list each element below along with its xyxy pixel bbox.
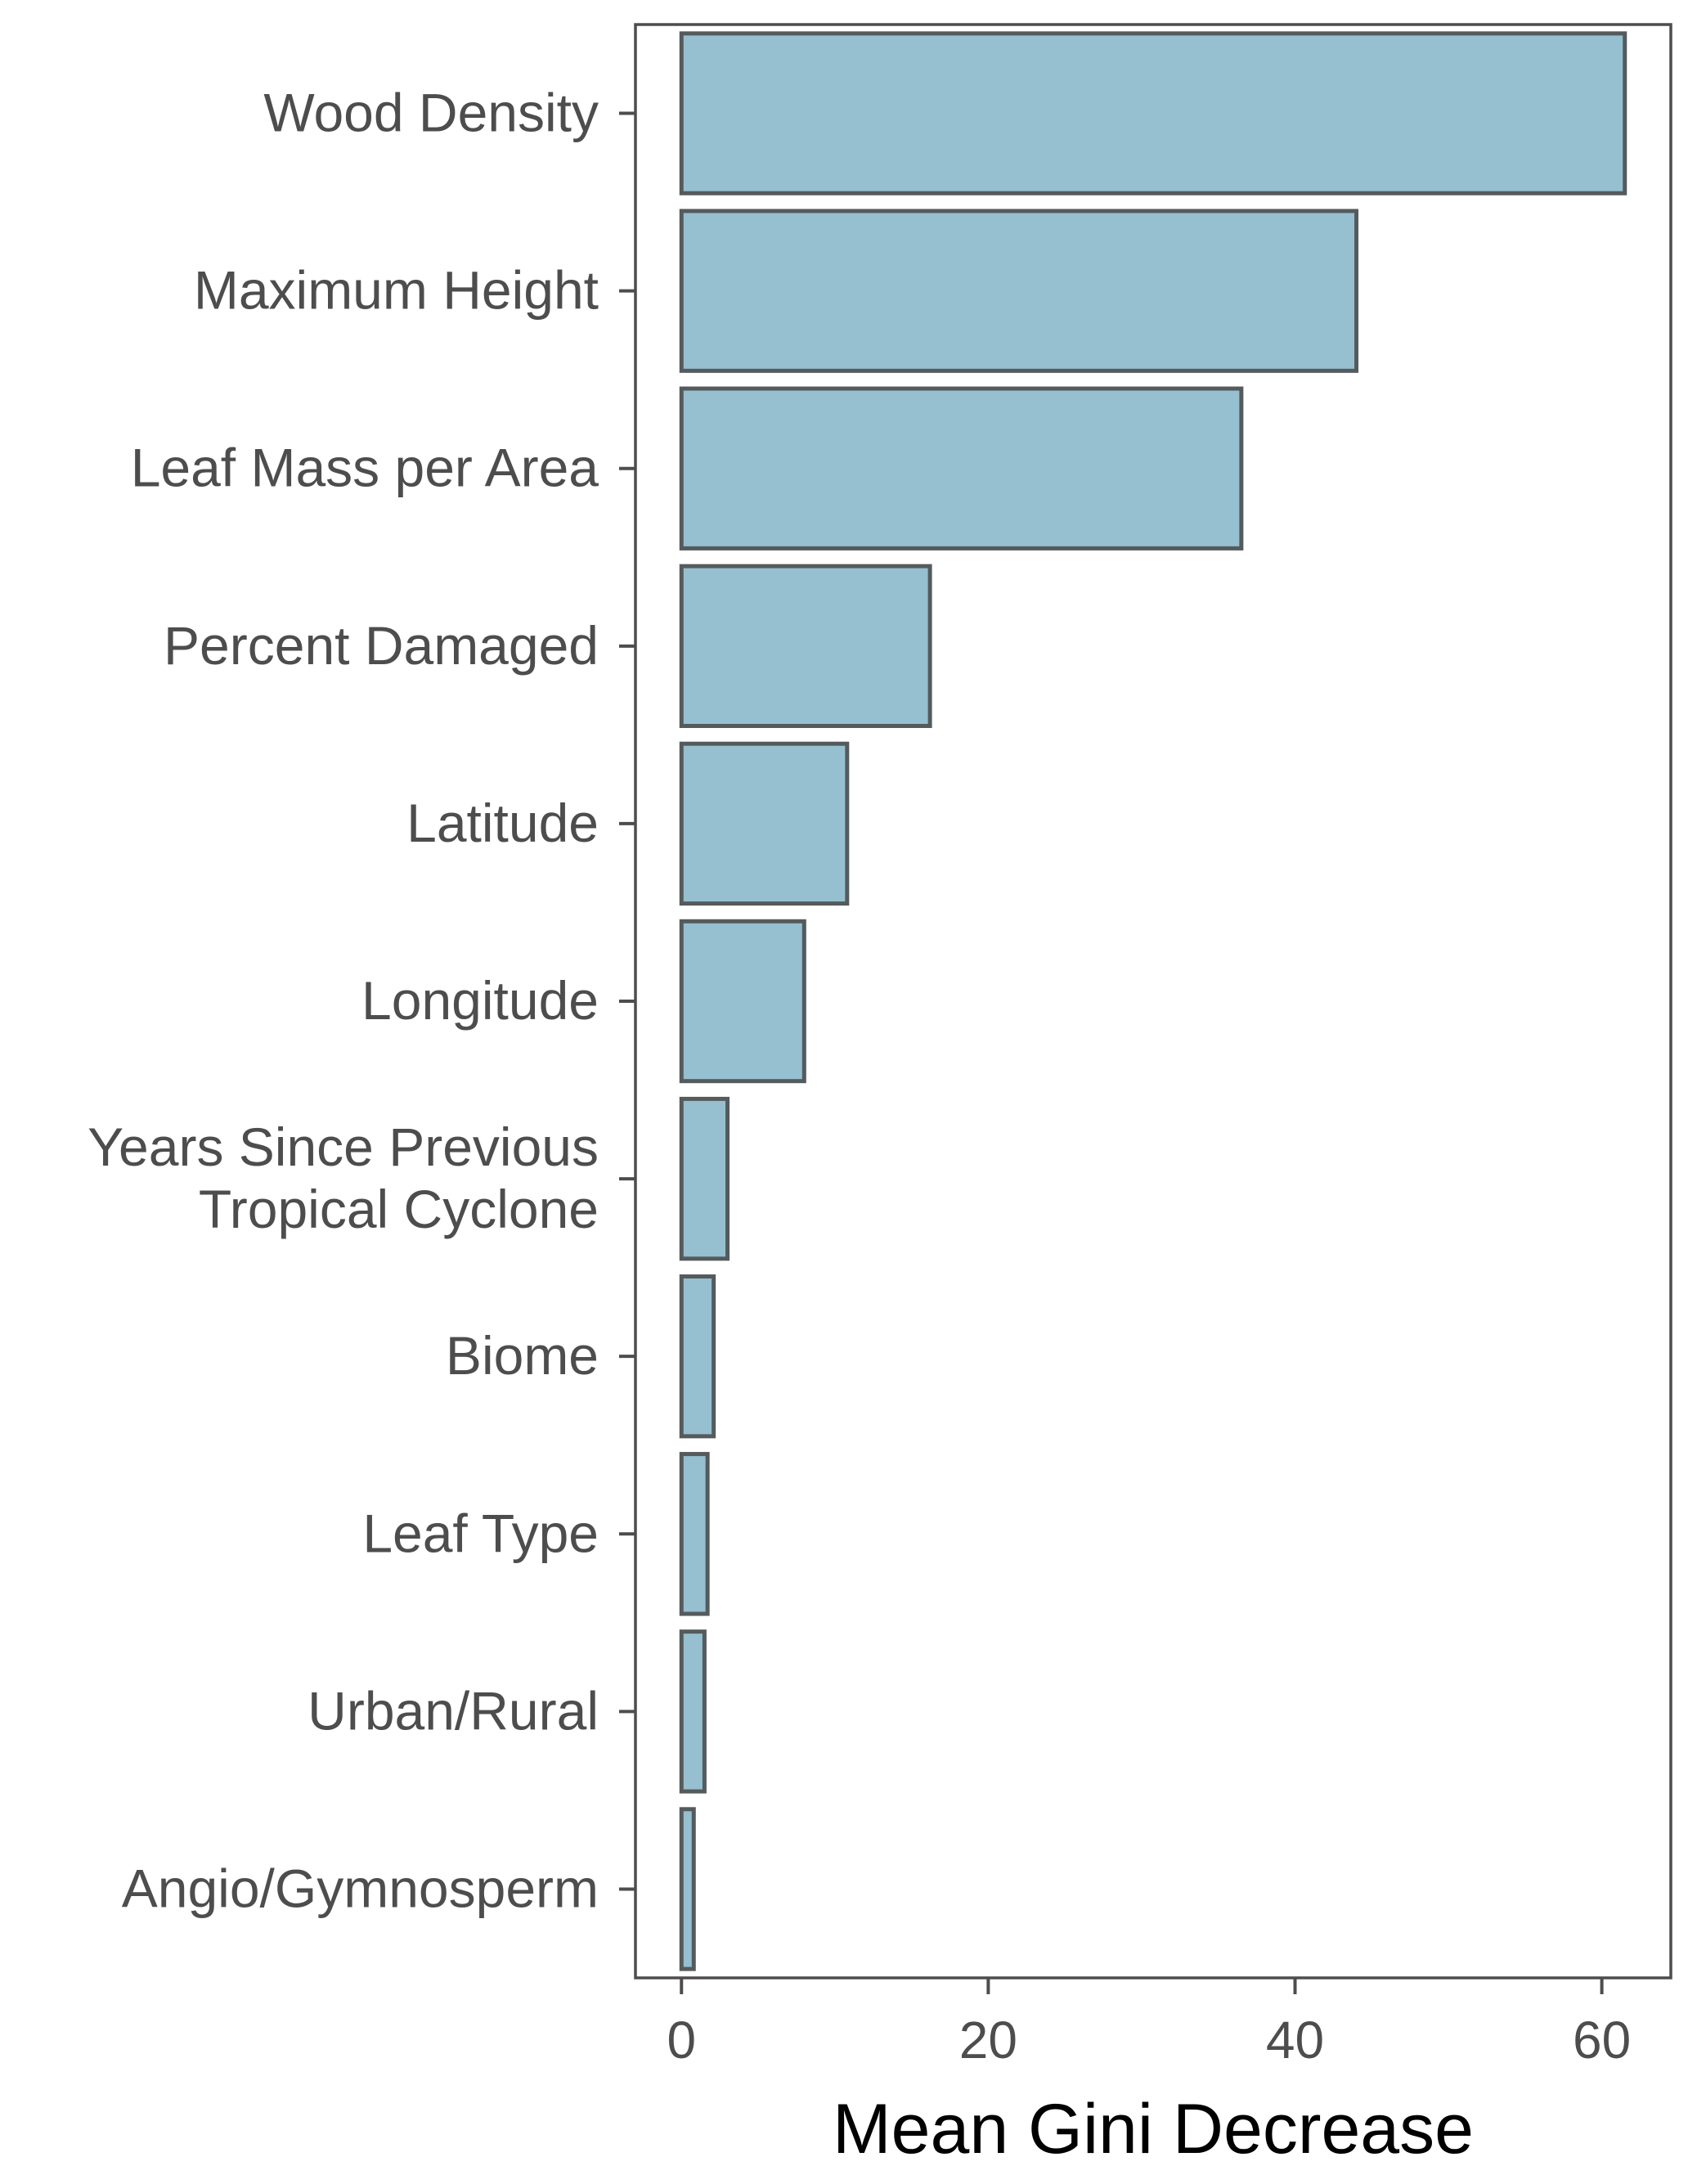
y-tick-label: Longitude [361, 970, 599, 1031]
y-axis: Wood Density Maximum Height Leaf Mass per … [88, 83, 635, 1918]
bar [679, 1452, 710, 1616]
y-tick-label: Wood Density [263, 83, 599, 143]
bar [679, 564, 932, 729]
x-axis-title: Mean Gini Decrease [833, 2090, 1474, 2168]
x-tick-label: 0 [667, 2011, 696, 2069]
bar [679, 386, 1244, 550]
x-tick-label: 60 [1573, 2011, 1631, 2069]
y-tick-label: Percent Damaged [164, 615, 599, 676]
y-tick-label: Urban/Rural [308, 1680, 599, 1741]
y-tick-label: Latitude [406, 793, 599, 853]
bar [679, 919, 806, 1084]
y-tick-label: Biome [446, 1325, 599, 1386]
y-tick-label: Angio/Gymnosperm [122, 1858, 599, 1918]
x-axis: 0 20 40 60 [667, 1978, 1631, 2069]
bar [679, 1807, 696, 1971]
bars-layer [679, 31, 1627, 1971]
x-tick-label: 40 [1266, 2011, 1324, 2069]
bar [679, 31, 1627, 195]
bar [679, 1274, 716, 1439]
bar [679, 209, 1359, 373]
y-tick-label: Years Since Previous [88, 1117, 599, 1177]
y-tick-label: Leaf Type [362, 1503, 599, 1563]
bar [679, 741, 850, 906]
y-tick-label: Maximum Height [194, 260, 599, 321]
bar [679, 1629, 707, 1794]
bar [679, 1096, 730, 1261]
y-tick-label: Tropical Cyclone [199, 1179, 599, 1239]
x-tick-label: 20 [959, 2011, 1017, 2069]
y-tick-label: Leaf Mass per Area [131, 438, 599, 498]
